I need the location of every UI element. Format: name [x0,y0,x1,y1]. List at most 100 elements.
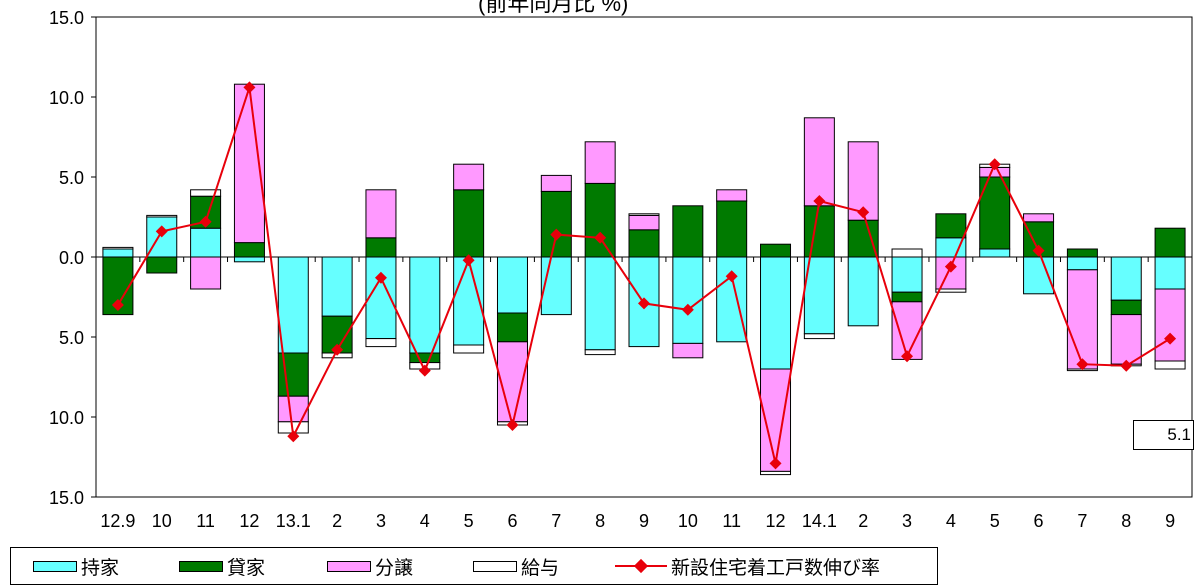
x-tick-label: 3 [376,511,386,531]
bar-segment [1110,299,1142,316]
legend-swatch-growth-rate [615,558,667,574]
x-tick-label: 10 [152,511,172,531]
growth-rate-point [857,206,870,219]
x-tick-label: 11 [196,511,215,531]
bar-segment [233,256,265,263]
bar-segment [584,349,616,356]
bar-segment [540,256,572,316]
y-tick-label: 15.0 [49,488,84,508]
growth-rate-point [550,228,563,241]
bar-segment [760,256,792,370]
bar-segment [540,190,572,258]
growth-rate-point [506,419,519,431]
x-tick-label: 12 [766,511,786,531]
bar-segment [1154,360,1186,370]
y-tick-label: 10.0 [49,88,84,108]
bar-segment [1154,288,1186,362]
bar-segment [584,141,616,184]
legend: 持家 貸家 分譲 給与 新設住宅着工戸数伸び率 [10,547,938,585]
bar-segment [672,342,704,359]
legend-item-kashiya: 貸家 [179,548,265,584]
bar-segment [716,189,748,202]
growth-rate-point [988,158,1001,171]
bar-segment [190,256,222,290]
growth-rate-point [243,81,256,94]
bar-segment [102,246,134,250]
x-tick-label: 4 [420,511,430,531]
y-tick-label: 10.0 [49,408,84,428]
bar-segment [365,237,397,258]
x-tick-labels: 12.9 10 11 12 13.1 2 3 4 5 6 7 8 9 10 11 12 14.1 2 3 4 5 6 7 8 9 [100,511,1175,531]
bar-segment [584,182,616,258]
chart: 15.0 10.0 5.0 0.0 5.0 10.0 15.0 12.9 10 11 12 13.1… [49,8,1193,531]
bar-segment [146,256,178,274]
bar-segment [935,288,967,293]
growth-rate-point [374,271,387,284]
growth-rate-point [1032,244,1045,257]
x-tick-label: 5 [990,511,1000,531]
bar-segment [979,248,1011,258]
bar-segment [1154,227,1186,258]
growth-rate-point [331,343,344,356]
bar-segment [190,227,222,258]
bar-segment [102,248,134,258]
bar-segment [365,189,397,239]
bar-segment [277,256,309,354]
growth-rate-point [111,299,124,311]
bar-segment [540,174,572,192]
growth-rate-point [287,430,300,443]
x-tick-label: 12 [239,511,259,531]
growth-rate-point [1164,332,1177,345]
bar-segment [453,189,485,258]
x-tick-label: 6 [507,511,517,531]
x-tick-label: 14.1 [802,511,837,531]
legend-label-kashiya: 貸家 [227,557,266,579]
bar-segment [453,344,485,354]
value-callout: 5.1 [1133,420,1194,450]
growth-rate-point [813,195,826,207]
growth-rate-point [769,457,782,470]
y-tick-labels: 15.0 10.0 5.0 0.0 5.0 10.0 15.0 [49,8,96,508]
legend-label-mochiie: 持家 [81,557,120,579]
x-tick-label: 10 [678,511,698,531]
bar-segment [628,214,660,231]
x-tick-label: 13.1 [276,511,311,531]
bar-segment [628,213,660,216]
bar-segment [146,214,178,218]
bar-segment [321,256,353,317]
x-tick-label: 12.9 [100,511,135,531]
bar-segment [716,256,748,343]
growth-rate-point [638,297,650,310]
bar-segment [365,338,397,348]
x-tick-label: 2 [858,511,868,531]
bar-segment [1110,256,1142,301]
legend-swatch-kashiya [179,560,223,572]
bar-segment [190,189,222,197]
line-layer [111,81,1177,470]
bar-segment [409,256,441,354]
growth-rate-point [1076,358,1089,371]
x-tick-label: 8 [595,511,605,531]
bar-segment [760,470,792,476]
bar-segment [496,312,528,343]
x-tick-label: 8 [1121,511,1131,531]
bar-segment [891,256,923,293]
bar-segment [672,205,704,258]
bar-segment [453,163,485,191]
bar-segment [847,256,879,327]
bar-segment [277,395,309,423]
bar-segment [628,229,660,258]
bar-segment [891,301,923,360]
legend-label-growth-rate: 新設住宅着工戸数伸び率 [671,557,881,579]
x-tick-label: 7 [1077,511,1087,531]
x-tick-label: 11 [722,511,741,531]
bar-segment [584,256,616,351]
x-tick-label: 4 [946,511,956,531]
bar-segment [1110,314,1142,365]
x-tick-label: 5 [464,511,474,531]
x-tick-label: 3 [902,511,912,531]
x-tick-label: 2 [332,511,342,531]
legend-item-mochiie: 持家 [33,548,119,584]
growth-rate-point [1120,359,1133,372]
bar-segment [233,242,265,258]
